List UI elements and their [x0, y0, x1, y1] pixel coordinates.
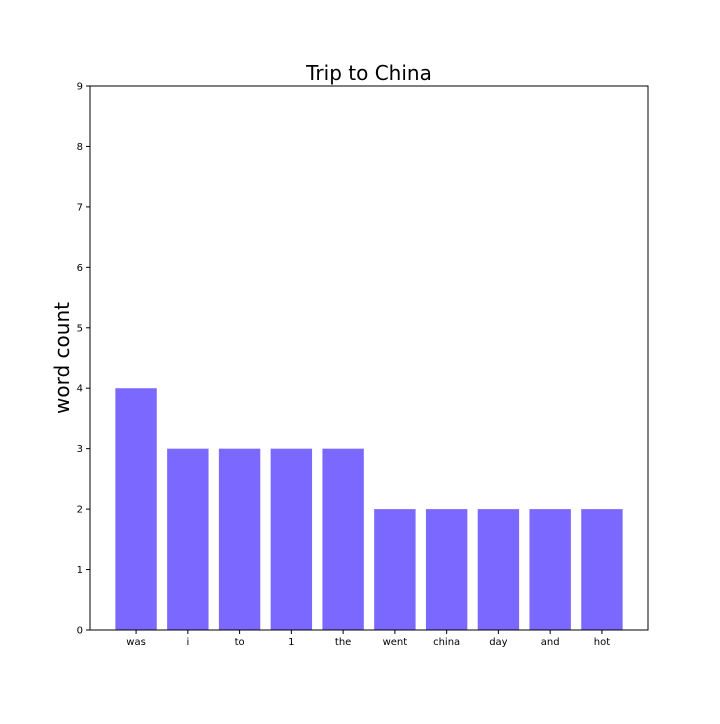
- y-tick-label: 2: [77, 505, 83, 516]
- plot-area-frame: [89, 85, 649, 631]
- y-tick-label: 0: [77, 626, 83, 637]
- bar-hot: [581, 509, 623, 630]
- x-tick-label: to: [235, 637, 245, 648]
- bar-and: [529, 509, 571, 630]
- bar-day: [477, 509, 520, 630]
- y-tick-label: 3: [77, 444, 83, 455]
- x-tick-label: went: [383, 637, 408, 648]
- bar-to: [218, 448, 261, 630]
- y-tick-label: 4: [77, 384, 83, 395]
- x-tick-label: 1: [288, 637, 294, 648]
- x-axis-ticks: was i to 1 the went china day and hot: [126, 630, 610, 648]
- bar-china: [425, 509, 468, 630]
- x-tick-label: the: [335, 637, 351, 648]
- bar-was: [115, 388, 157, 630]
- y-tick-label: 7: [77, 202, 83, 213]
- x-tick-label: day: [489, 637, 507, 648]
- x-tick-label: and: [541, 637, 560, 648]
- y-tick-label: 9: [77, 82, 83, 93]
- y-axis-label: word count: [50, 302, 74, 414]
- bar-1: [270, 448, 313, 630]
- bar-went: [374, 509, 416, 630]
- y-tick-label: 8: [77, 142, 83, 153]
- bar-the: [322, 448, 364, 630]
- x-tick-label: i: [186, 637, 189, 648]
- y-tick-label: 6: [77, 263, 83, 274]
- y-tick-label: 5: [77, 323, 83, 334]
- x-tick-label: china: [433, 637, 460, 648]
- x-tick-label: hot: [594, 637, 610, 648]
- x-tick-label: was: [126, 637, 146, 648]
- y-tick-label: 1: [77, 565, 83, 576]
- chart-title: Trip to China: [305, 61, 432, 85]
- bars-group: [115, 388, 623, 630]
- bar-i: [167, 448, 209, 630]
- y-axis-ticks: 0 1 2 3 4 5 6 7 8 9: [77, 82, 90, 637]
